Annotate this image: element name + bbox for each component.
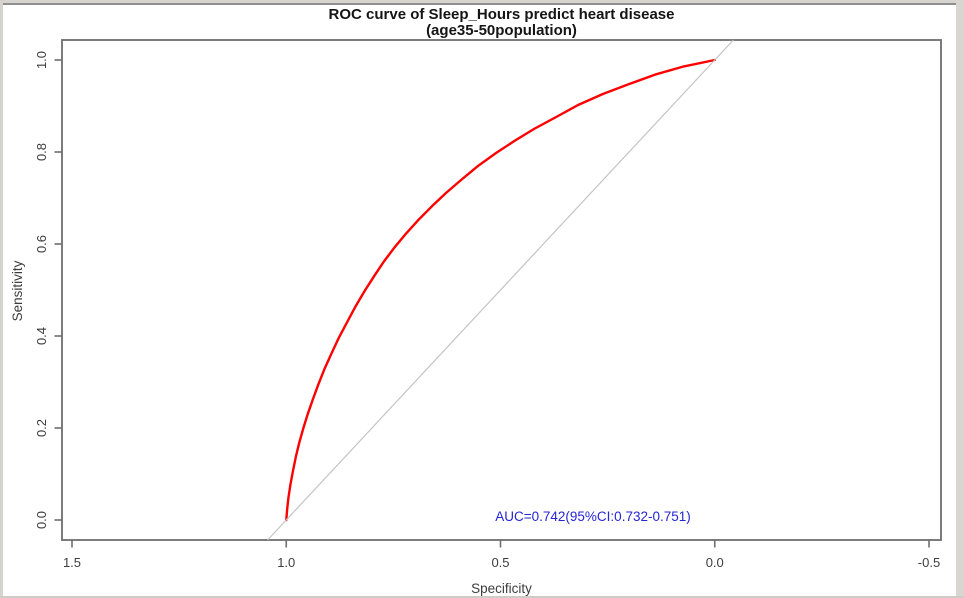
window-frame-bottom	[0, 596, 964, 598]
window-frame-left	[0, 0, 3, 598]
x-tick-label: 0.5	[491, 555, 509, 570]
chart-title: ROC curve of Sleep_Hours predict heart d…	[328, 6, 675, 23]
reference-diagonal	[267, 39, 734, 541]
window-frame-top-light	[0, 0, 964, 3]
auc-annotation: AUC=0.742(95%CI:0.732-0.751)	[495, 509, 691, 524]
y-tick-label: 0.2	[34, 419, 49, 437]
x-tick-label: 1.5	[63, 555, 81, 570]
window-frame-top-dark	[0, 3, 964, 5]
x-axis-label: Specificity	[471, 581, 532, 596]
y-tick-label: 0.6	[34, 235, 49, 253]
window-frame-right	[956, 0, 964, 598]
y-tick-label: 0.0	[34, 511, 49, 529]
y-tick-label: 0.4	[34, 327, 49, 345]
y-tick-label: 0.8	[34, 143, 49, 161]
y-tick-label: 1.0	[34, 51, 49, 69]
y-axis-label: Sensitivity	[10, 260, 25, 322]
roc-curve	[285, 58, 716, 522]
plot-box	[61, 39, 942, 541]
x-tick-label: 1.0	[277, 555, 295, 570]
x-tick-label: 0.0	[706, 555, 724, 570]
chart-subtitle: (age35-50population)	[426, 22, 577, 39]
x-tick-label: -0.5	[918, 555, 940, 570]
